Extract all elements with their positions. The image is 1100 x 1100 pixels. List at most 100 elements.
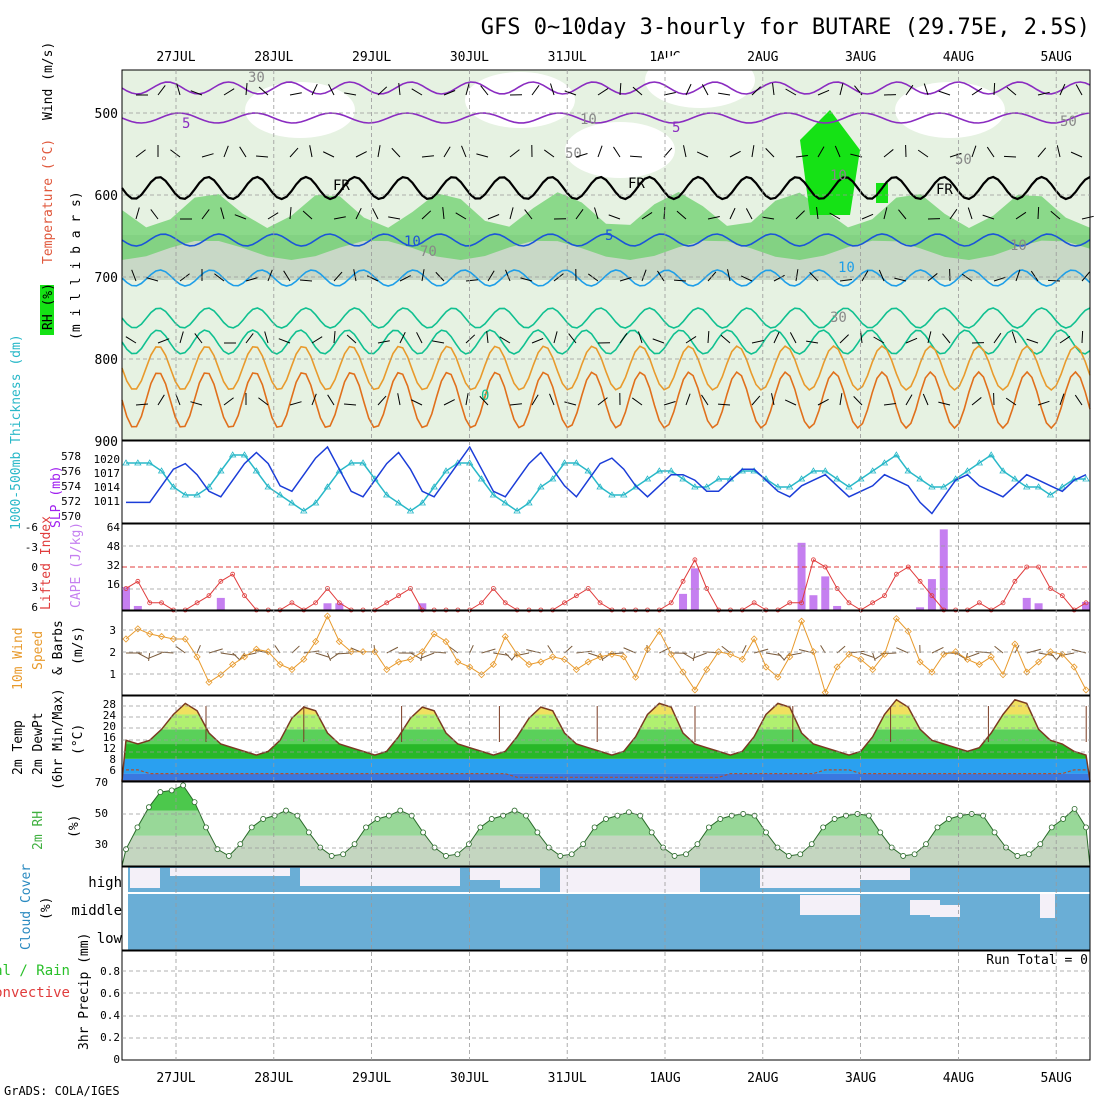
- thickness-point: [1058, 483, 1067, 490]
- rh-point: [260, 816, 267, 822]
- wind-speed-point: [146, 630, 154, 638]
- wind-barb: [971, 397, 982, 406]
- temperature-contour: [121, 344, 1091, 392]
- axis-label-thickness: 1000-500mb Thickness (dm): [9, 334, 24, 530]
- lifted-index-point: [242, 593, 247, 599]
- wind-barb: [806, 340, 819, 344]
- wind-barb: [509, 149, 520, 158]
- bottom-date-label: 3AUG: [845, 1071, 876, 1086]
- panel-frame: [121, 695, 1091, 782]
- wind-speed-point: [252, 645, 260, 653]
- wind-barb: [809, 272, 819, 282]
- cloud-clear-block: [860, 868, 910, 880]
- wind-barb: [223, 397, 234, 406]
- rh-point: [934, 824, 941, 831]
- cloud-clear-block: [560, 868, 700, 892]
- cape-bar: [821, 576, 830, 610]
- wind-barb: [692, 652, 696, 662]
- axis-label-millibars: (m i l l i b a r s): [69, 191, 84, 340]
- cape-tick-label: 32: [107, 559, 120, 572]
- wind-barb: [942, 333, 951, 344]
- wind-barb: [1081, 271, 1091, 282]
- wind-speed-point: [466, 663, 474, 671]
- wind-speed-point: [1082, 686, 1090, 694]
- wind-barb: [465, 393, 469, 406]
- thickness-point: [394, 499, 403, 506]
- wind-speed-point: [477, 671, 486, 679]
- wind-barb: [258, 397, 269, 406]
- wind-barb: [421, 210, 432, 220]
- cape-tick-label: 16: [107, 578, 120, 591]
- lifted-index-point: [123, 586, 129, 591]
- rh-shading-moist-layer: [122, 192, 1090, 260]
- cloud-clear-block: [1040, 893, 1055, 918]
- wind-barb: [214, 273, 225, 282]
- lifted-index-point: [1059, 593, 1065, 599]
- wind-barb: [1026, 338, 1039, 344]
- rh-point: [545, 844, 552, 851]
- temperature-contour: [121, 175, 1091, 201]
- wind-speed-point: [691, 686, 699, 694]
- rh-point: [1014, 853, 1021, 859]
- cape-bar: [916, 607, 925, 610]
- lifted-index-point: [751, 600, 757, 606]
- wind-barb: [817, 398, 829, 406]
- wind-speed-point: [620, 653, 628, 661]
- cloud-clear-block: [760, 868, 860, 888]
- panel-frame: [121, 950, 1091, 1061]
- rh-point: [945, 816, 952, 822]
- cloud-clear-block: [130, 868, 160, 888]
- rh-shading-saturated: [876, 183, 888, 203]
- wind-barb: [880, 652, 897, 655]
- thickness-point: [821, 467, 829, 474]
- cape-bar: [335, 603, 344, 610]
- axis-label-wind-3: & Barbs: [51, 620, 66, 675]
- wind-barb: [986, 146, 995, 158]
- lifted-index-point: [218, 578, 224, 584]
- cloud-clear-block: [500, 868, 540, 888]
- wind-barb: [421, 652, 435, 659]
- wind-barb: [1050, 210, 1061, 220]
- dewpoint-line: [126, 769, 1086, 778]
- wind-barb: [1006, 86, 1017, 96]
- contour-label: FR: [333, 178, 350, 194]
- wind-speed-point: [229, 660, 237, 669]
- wind-barb: [157, 85, 166, 96]
- wind-speed-point: [549, 653, 557, 661]
- wind-barb: [289, 147, 299, 158]
- wind-barb: [410, 399, 423, 406]
- rh-point: [1003, 844, 1009, 851]
- axis-label-precip-convective: Convective: [0, 985, 70, 1001]
- rh-dry-region: [645, 52, 755, 108]
- wind-speed-line: [125, 614, 1087, 694]
- wind-barb: [938, 401, 951, 406]
- wind-barb: [391, 147, 401, 158]
- thickness-point: [442, 467, 450, 474]
- lifted-index-point: [799, 600, 804, 606]
- thickness-point: [714, 475, 723, 482]
- wind-barb: [258, 86, 269, 96]
- rh-point: [660, 844, 667, 851]
- temp-tick-label: 20: [103, 720, 116, 733]
- wind-barb: [1081, 330, 1084, 344]
- rh-point: [888, 844, 895, 851]
- wind-barb: [685, 393, 691, 406]
- thickness-point: [525, 499, 533, 506]
- bottom-date-label: 4AUG: [943, 1071, 974, 1086]
- wind-barb: [157, 338, 170, 344]
- wind-barb: [309, 145, 313, 158]
- wind-barb: [421, 155, 434, 158]
- wind-barb: [754, 648, 769, 654]
- lifted-index-point: [491, 586, 496, 591]
- thickness-point: [323, 483, 332, 490]
- wind-barb: [377, 145, 381, 158]
- wind-barb: [575, 208, 584, 220]
- thickness-point: [157, 467, 166, 474]
- wind-barb: [685, 83, 692, 96]
- lifted-index-point: [929, 593, 935, 599]
- thickness-point: [134, 459, 142, 466]
- rh-point: [603, 816, 609, 822]
- wind-speed-point: [312, 637, 320, 646]
- wind-barb: [315, 652, 330, 658]
- rh-point: [957, 812, 964, 819]
